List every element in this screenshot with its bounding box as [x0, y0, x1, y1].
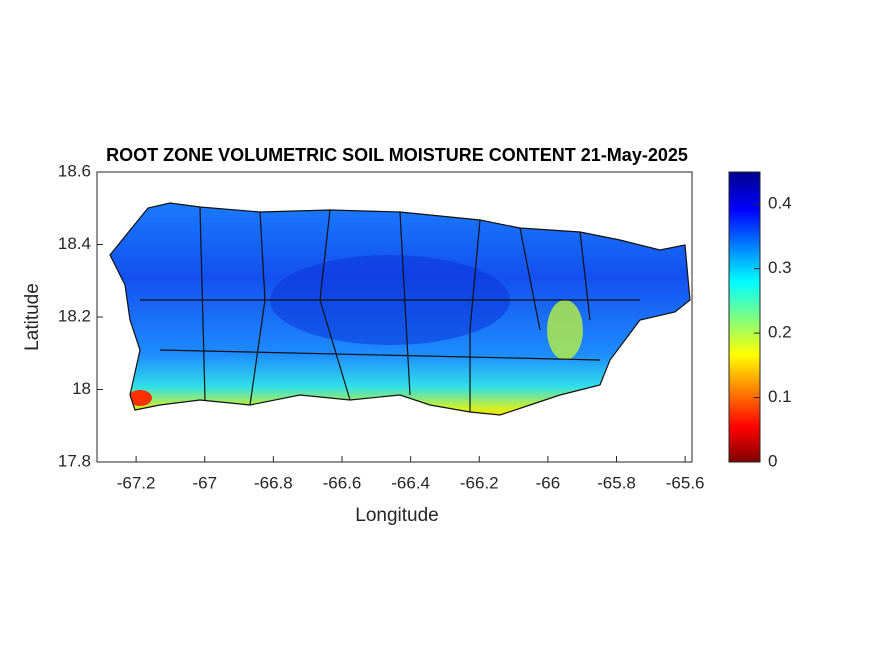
y-tick-label: 17.8 [58, 451, 91, 470]
colorbar-tick-label: 0.3 [768, 258, 792, 277]
colorbar [728, 171, 761, 463]
x-tick-label: -65.6 [666, 473, 705, 492]
x-tick-label: -66.6 [323, 473, 362, 492]
x-tick-label: -66 [536, 473, 561, 492]
y-axis-label: Latitude [22, 283, 43, 351]
y-tick-label: 18.2 [58, 306, 91, 325]
municipal-borders [109, 202, 691, 416]
x-tick-label: -66.8 [254, 473, 293, 492]
colorbar-tick-label: 0.1 [768, 387, 792, 406]
x-tick-label: -66.4 [391, 473, 430, 492]
colorbar-tick-label: 0.2 [768, 323, 792, 342]
x-tick-label: -65.8 [597, 473, 636, 492]
colorbar-tick-label: 0 [768, 451, 777, 470]
island [110, 203, 690, 415]
y-tick-label: 18.6 [58, 161, 91, 180]
x-tick-label: -67.2 [117, 473, 156, 492]
y-tick-label: 18.4 [58, 234, 91, 253]
y-tick-label: 18 [72, 379, 91, 398]
colorbar-tick-label: 0.4 [768, 194, 792, 213]
chart-title: ROOT ZONE VOLUMETRIC SOIL MOISTURE CONTE… [106, 145, 688, 165]
x-axis-label: Longitude [355, 505, 438, 526]
x-tick-label: -66.2 [460, 473, 499, 492]
x-tick-label: -67 [192, 473, 217, 492]
